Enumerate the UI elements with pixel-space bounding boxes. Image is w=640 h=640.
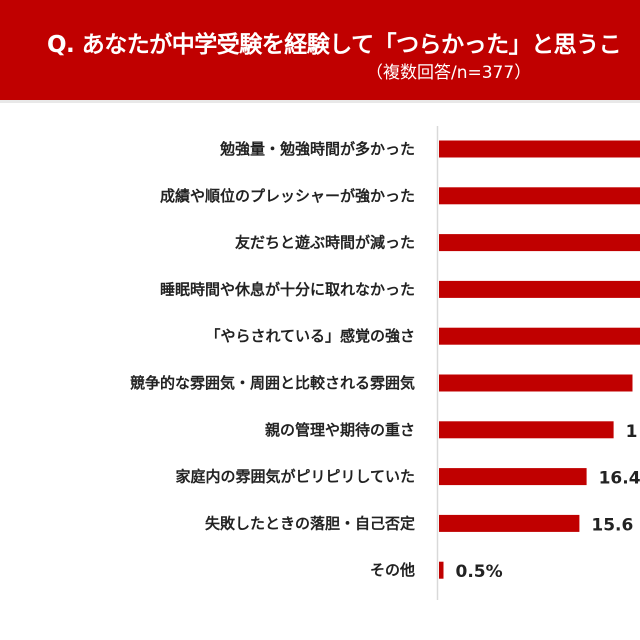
bar <box>439 234 640 252</box>
bar <box>439 327 640 345</box>
category-label: その他 <box>370 561 415 579</box>
bar <box>439 468 587 486</box>
bar <box>439 561 444 579</box>
category-label: 家庭内の雰囲気がピリピリしていた <box>175 468 415 486</box>
category-label: 睡眠時間や休息が十分に取れなかった <box>160 280 415 298</box>
data-label: 16.4 <box>599 469 640 489</box>
category-label: 勉強量・勉強時間が多かった <box>219 140 415 158</box>
category-label: 「やらされている」感覚の強さ <box>205 327 415 345</box>
chart-subtitle: （複数回答/n=377） <box>366 63 532 83</box>
bar <box>439 374 633 392</box>
bar <box>439 421 614 439</box>
data-label: 1 <box>626 422 638 442</box>
category-label: 成績や順位のプレッシャーが強かった <box>160 187 415 205</box>
chart-title: Q. あなたが中学受験を経験して「つらかった」と思うこ <box>47 32 622 58</box>
header-banner: Q. あなたが中学受験を経験して「つらかった」と思うこ （複数回答/n=377） <box>0 0 640 103</box>
data-label: 0.5% <box>456 562 503 582</box>
category-label: 親の管理や期待の重さ <box>265 421 415 439</box>
bar <box>439 280 640 298</box>
data-label: 15.6 <box>591 515 633 535</box>
category-label: 競争的な雰囲気・周囲と比較される雰囲気 <box>130 374 415 392</box>
bar <box>439 140 640 158</box>
category-label: 失敗したときの落胆・自己否定 <box>205 514 415 532</box>
bar <box>439 187 640 205</box>
category-label: 友だちと遊ぶ時間が減った <box>235 234 415 252</box>
bar <box>439 514 580 532</box>
